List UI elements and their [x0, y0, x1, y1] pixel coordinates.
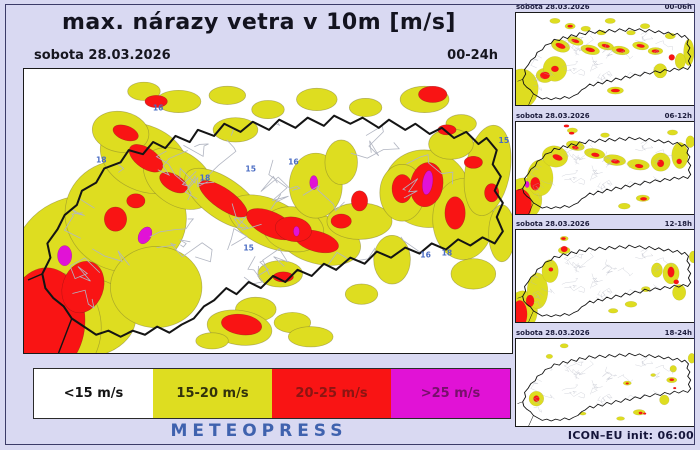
forecast-time-range: 00-24h [447, 48, 498, 63]
date-row: sobota 28.03.2026 00-24h [34, 48, 498, 63]
legend-cell-3: >25 m/s [391, 369, 510, 418]
slovakia-map-canvas [516, 13, 694, 105]
wind-speed-legend: <15 m/s 15-20 m/s 20-25 m/s >25 m/s [33, 368, 511, 419]
panel-map-12-18h [515, 229, 695, 323]
panel-time-range: 12-18h [664, 220, 692, 228]
map-value-label: 16 [420, 251, 431, 260]
time-panels-sidebar: sobota 28.03.2026 00-06h sobota 28.03.2026… [513, 0, 697, 450]
map-value-label: 18 [96, 155, 107, 164]
map-value-label: 15 [499, 136, 510, 145]
panel-time-range: 06-12h [664, 112, 692, 120]
legend-cell-0: <15 m/s [34, 369, 153, 418]
meteopress-logo: METEOPRESS [170, 421, 348, 441]
legend-cell-1: 15-20 m/s [153, 369, 272, 418]
map-value-label: 16 [153, 104, 164, 113]
slovakia-map-canvas [516, 339, 694, 426]
page-title: max. nárazy vetra v 10m [m/s] [62, 10, 456, 35]
forecast-date: sobota 28.03.2026 [34, 48, 171, 63]
time-panel-00-06h: sobota 28.03.2026 00-06h [513, 3, 695, 106]
map-value-label: 18 [442, 249, 453, 258]
map-value-label: 15 [245, 164, 256, 173]
panel-time-range: 00-06h [664, 3, 692, 11]
panel-date: sobota 28.03.2026 [516, 220, 590, 228]
model-init-info: ICON–EU init: 06:00 [567, 429, 694, 442]
map-value-label: 15 [243, 244, 254, 253]
panel-date: sobota 28.03.2026 [516, 3, 590, 11]
panel-date: sobota 28.03.2026 [516, 329, 590, 337]
panel-header: sobota 28.03.2026 00-06h [513, 3, 695, 12]
slovakia-map-canvas: 16 18 18 15 16 15 16 18 15 [24, 69, 512, 353]
panel-header: sobota 28.03.2026 18-24h [513, 329, 695, 338]
main-section: max. nárazy vetra v 10m [m/s] sobota 28.… [8, 0, 513, 450]
panel-map-06-12h [515, 121, 695, 215]
map-value-label: 18 [200, 174, 211, 183]
panel-header: sobota 28.03.2026 06-12h [513, 112, 695, 121]
slovakia-map-canvas [516, 230, 694, 322]
slovakia-map-canvas [516, 122, 694, 214]
panel-map-00-06h [515, 12, 695, 106]
panel-date: sobota 28.03.2026 [516, 112, 590, 120]
main-wind-map: 16 18 18 15 16 15 16 18 15 [23, 68, 513, 354]
panel-map-18-24h [515, 338, 695, 427]
panel-time-range: 18-24h [664, 329, 692, 337]
time-panel-18-24h: sobota 28.03.2026 18-24h [513, 329, 695, 427]
time-panel-06-12h: sobota 28.03.2026 06-12h [513, 112, 695, 215]
legend-cell-2: 20-25 m/s [272, 369, 391, 418]
map-value-label: 16 [288, 157, 299, 166]
panel-header: sobota 28.03.2026 12-18h [513, 220, 695, 229]
time-panel-12-18h: sobota 28.03.2026 12-18h [513, 220, 695, 323]
